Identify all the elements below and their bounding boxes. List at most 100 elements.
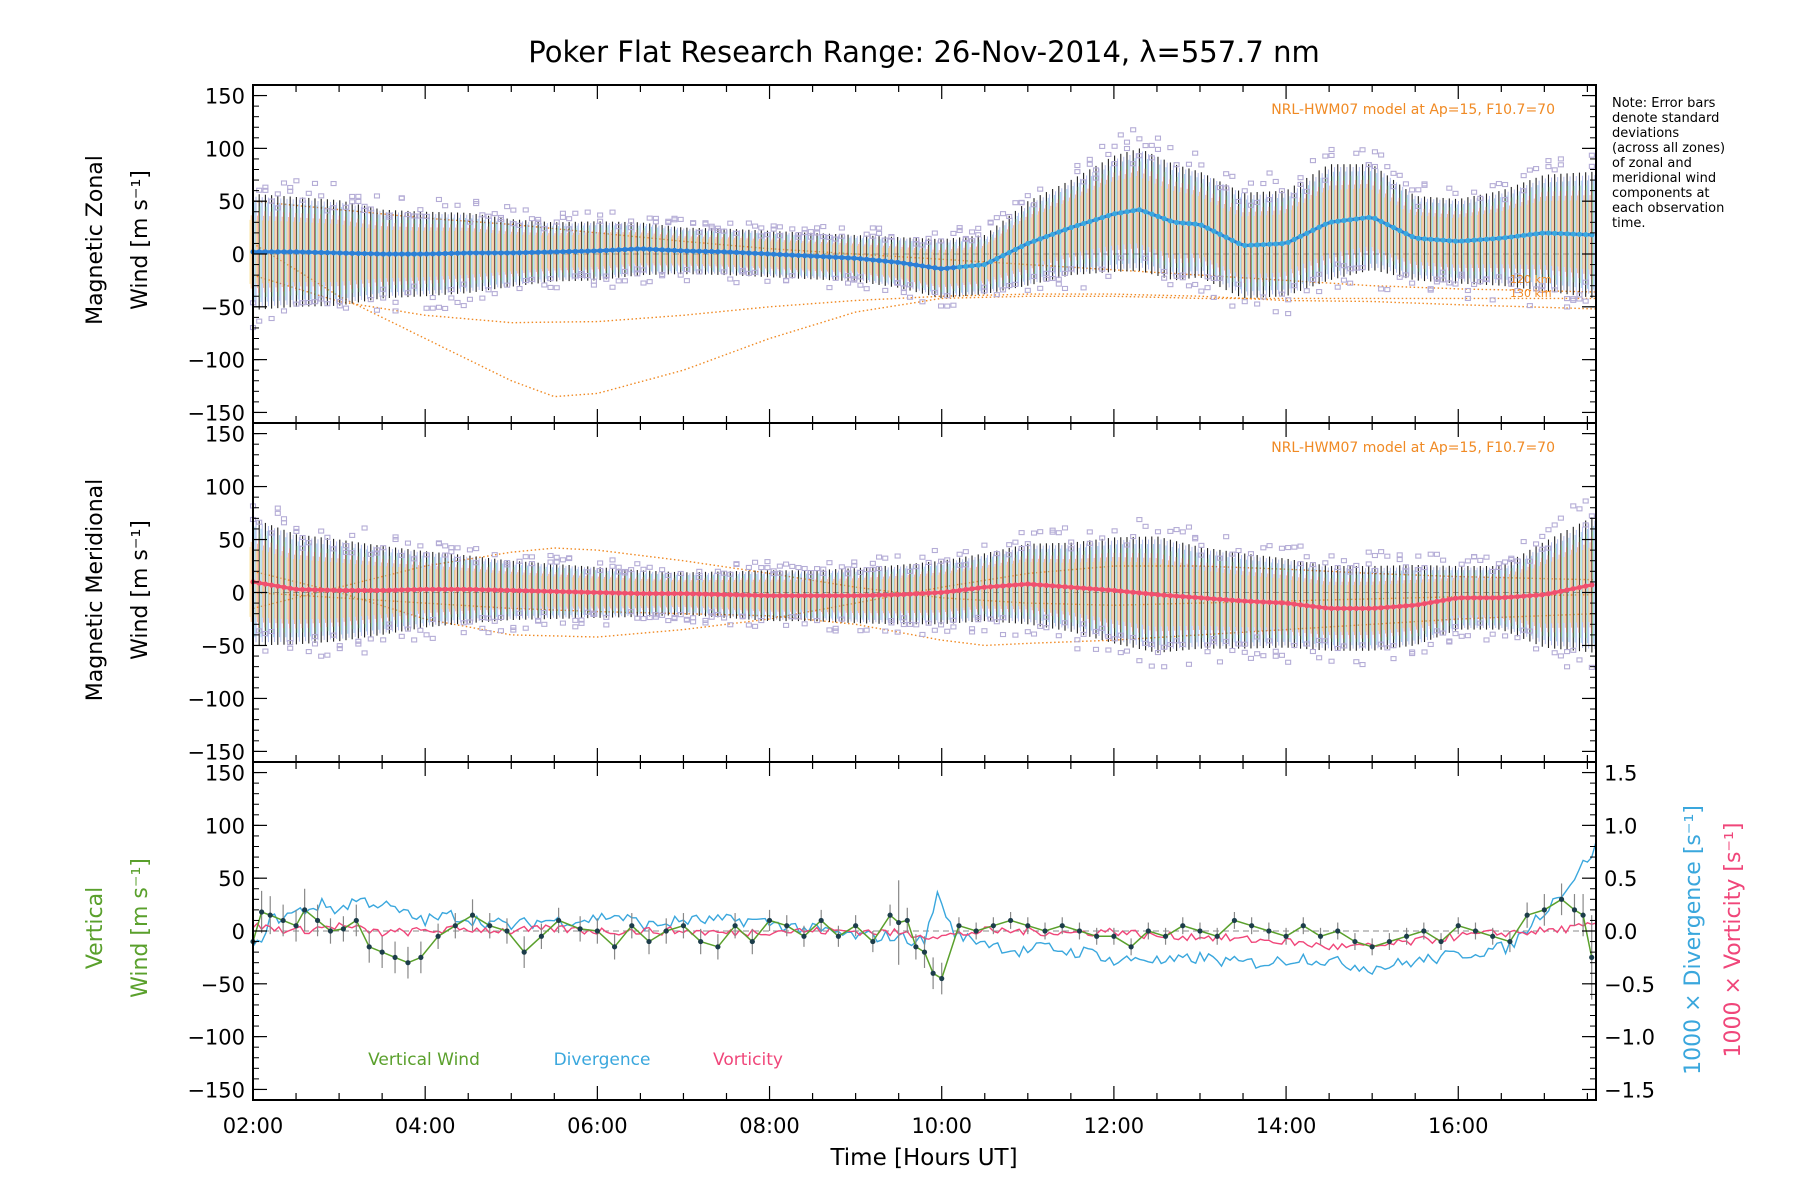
meridional-mean-point xyxy=(430,586,436,592)
meridional-mean-point xyxy=(684,591,690,597)
zonal-outlier-marker xyxy=(863,231,870,237)
meridional-mean-point xyxy=(1093,586,1099,592)
zonal-outlier-marker xyxy=(937,238,945,244)
meridional-mean-point xyxy=(1521,593,1527,599)
meridional-outlier-marker xyxy=(392,534,399,540)
meridional-outlier-marker xyxy=(504,562,511,568)
zonal-outlier-marker xyxy=(1446,185,1453,191)
meridional-mean-point xyxy=(1180,593,1186,600)
zonal-mean-point xyxy=(374,251,380,257)
zonal-mean-point xyxy=(1366,214,1372,221)
zonal-outlier-marker xyxy=(1533,166,1540,172)
meridional-errorbar xyxy=(379,545,387,643)
zonal-outlier-marker xyxy=(361,207,368,214)
zonal-outlier-marker xyxy=(1192,150,1199,156)
zonal-outlier-marker xyxy=(1402,181,1409,187)
zonal-outlier-marker xyxy=(1291,193,1298,199)
zonal-outlier-marker xyxy=(882,237,889,243)
meridional-outlier-marker xyxy=(398,633,405,639)
zonal-outlier-marker xyxy=(479,212,486,218)
zonal-errorbar xyxy=(1545,158,1552,292)
meridional-mean-point xyxy=(1273,599,1279,606)
meridional-errorbar xyxy=(1563,529,1571,670)
vertical-wind-point xyxy=(896,919,902,926)
zonal-outlier-marker xyxy=(454,299,461,306)
zonal-errorbar xyxy=(398,195,406,298)
meridional-mean-point xyxy=(758,592,764,599)
vertical-wind-point xyxy=(749,938,755,945)
meridional-mean-point xyxy=(702,591,709,597)
meridional-outlier-marker xyxy=(448,549,455,555)
zonal-outlier-marker xyxy=(1526,167,1533,173)
meridional-mean-point xyxy=(1533,592,1539,598)
meridional-mean-point xyxy=(963,586,969,593)
zonal-outlier-marker xyxy=(280,308,288,314)
meridional-mean-point xyxy=(969,586,975,592)
meridional-outlier-marker xyxy=(702,617,709,623)
zonal-mean-point xyxy=(1173,219,1180,226)
zonal-outlier-marker xyxy=(1508,276,1515,282)
zonal-outlier-marker xyxy=(1502,181,1509,188)
zonal-mean-point xyxy=(405,251,411,257)
meridional-errorbar xyxy=(1049,527,1057,629)
meridional-outlier-marker xyxy=(659,612,666,618)
meridional-mean-point xyxy=(609,590,616,596)
zonal-mean-point xyxy=(1062,227,1068,233)
zonal-outlier-marker xyxy=(906,294,914,300)
meridional-mean-point xyxy=(907,591,913,597)
meridional-mean-point xyxy=(1050,583,1056,589)
zonal-outlier-marker xyxy=(1037,186,1044,192)
meridional-mean-point xyxy=(498,587,504,593)
meridional-mean-point xyxy=(1279,600,1285,606)
zonal-errorbar xyxy=(1247,180,1255,298)
meridional-mean-point xyxy=(361,587,368,593)
meridional-mean-point xyxy=(1434,598,1440,605)
meridional-outlier-marker xyxy=(1458,561,1465,567)
vertical-wind-point xyxy=(611,944,618,950)
vertical-wind-point xyxy=(1404,933,1410,939)
meridional-outlier-marker xyxy=(609,563,616,569)
meridional-mean-point xyxy=(597,589,603,596)
zonal-mean-point xyxy=(733,249,740,255)
meridional-outlier-marker xyxy=(1278,545,1285,551)
meridional-outlier-marker xyxy=(497,628,504,634)
zonal-outlier-marker xyxy=(1266,170,1273,176)
meridional-mean-point xyxy=(355,587,361,593)
zonal-outlier-marker xyxy=(615,278,622,284)
zonal-mean-point xyxy=(938,266,944,272)
meridional-mean-point xyxy=(733,592,740,598)
zonal-mean-point xyxy=(876,257,882,264)
zonal-outlier-marker xyxy=(516,222,523,228)
meridional-outlier-marker xyxy=(882,628,889,634)
zonal-errorbar xyxy=(1315,170,1323,295)
zonal-errorbar xyxy=(429,211,437,311)
zonal-mean-point xyxy=(746,250,752,256)
zonal-mean-point xyxy=(1521,232,1527,239)
zonal-outlier-marker xyxy=(584,273,591,279)
zonal-mean-point xyxy=(1105,213,1111,219)
zonal-mean-point xyxy=(640,246,647,252)
zonal-outlier-marker xyxy=(1495,274,1502,280)
meridional-outlier-marker xyxy=(906,568,914,574)
meridional-outlier-marker xyxy=(857,569,864,575)
meridional-outlier-marker xyxy=(1080,631,1087,637)
vertical-wind-point xyxy=(1335,928,1341,934)
zonal-errorbar xyxy=(1588,152,1596,298)
meridional-errorbar xyxy=(1266,543,1273,648)
zonal-mean-point xyxy=(1310,227,1316,233)
meridional-outlier-marker xyxy=(1154,529,1162,535)
meridional-outlier-marker xyxy=(758,565,765,571)
meridional-outlier-marker xyxy=(646,614,653,621)
meridional-mean-point xyxy=(647,590,653,597)
vertical-wind-point xyxy=(646,938,652,945)
meridional-outlier-marker xyxy=(1111,528,1118,534)
meridional-mean-point xyxy=(293,586,299,592)
meridional-mean-point xyxy=(746,592,752,598)
zonal-outlier-marker xyxy=(956,227,963,233)
meridional-outlier-marker xyxy=(1551,522,1558,528)
zonal-mean-point xyxy=(442,250,448,257)
meridional-mean-point xyxy=(1149,591,1155,597)
meridional-mean-point xyxy=(1111,587,1118,594)
zonal-mean-point xyxy=(337,250,343,256)
zonal-outlier-marker xyxy=(1272,178,1279,185)
